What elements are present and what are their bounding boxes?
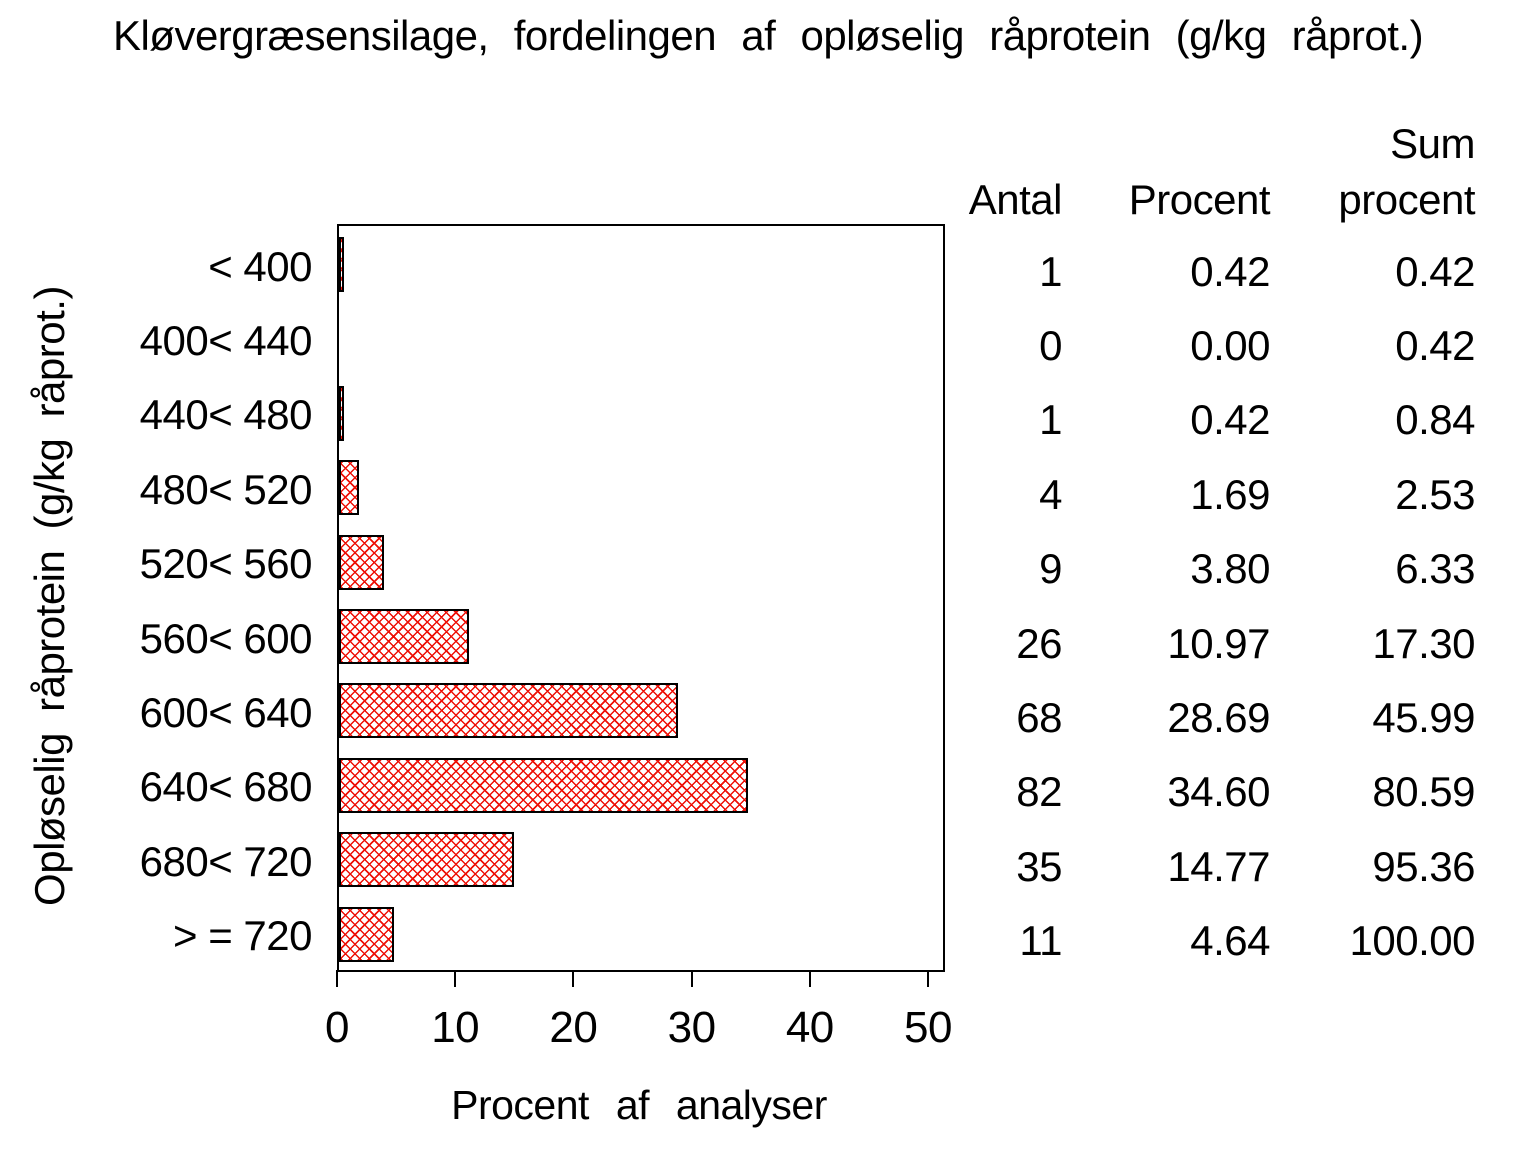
table-cell-row8-col0: 35 (1016, 842, 1062, 890)
table-cell-row1-col0: 0 (1039, 321, 1062, 369)
bar-9 (339, 906, 394, 962)
table-cell-row1-col1: 0.00 (1190, 321, 1270, 369)
category-label-9: > = 720 (173, 912, 312, 960)
bar-6 (339, 683, 678, 739)
table-cell-row6-col1: 28.69 (1167, 693, 1270, 741)
x-tick-label-50: 50 (904, 1003, 952, 1052)
category-label-0: < 400 (208, 242, 312, 290)
category-label-1: 400< 440 (139, 316, 313, 364)
table-header-line: Procent (1128, 176, 1271, 223)
table-cell-row9-col2: 100.00 (1349, 917, 1476, 965)
x-tick-label-40: 40 (785, 1003, 834, 1052)
x-tick-20 (572, 970, 575, 987)
table-cell-row6-col2: 45.99 (1372, 693, 1475, 741)
bar-4 (339, 534, 384, 590)
bar-7 (339, 757, 748, 813)
table-cell-row2-col1: 0.42 (1190, 396, 1270, 444)
x-tick-10 (454, 970, 457, 987)
category-label-2: 440< 480 (139, 391, 313, 439)
table-cell-row0-col1: 0.42 (1190, 247, 1270, 295)
category-label-3: 480< 520 (139, 465, 313, 513)
table-cell-row0-col2: 0.42 (1395, 247, 1475, 295)
table-header-line: Sum (1390, 120, 1475, 167)
table-cell-row1-col2: 0.42 (1395, 321, 1475, 369)
x-tick-label-10: 10 (431, 1003, 480, 1052)
table-header-col2: Sum procent (1338, 116, 1475, 228)
x-tick-30 (690, 970, 693, 987)
x-tick-label-0: 0 (325, 1003, 349, 1052)
x-tick-label-20: 20 (549, 1003, 598, 1052)
table-cell-row4-col2: 6.33 (1395, 545, 1475, 593)
category-label-8: 680< 720 (139, 837, 313, 885)
table-cell-row5-col2: 17.30 (1372, 619, 1475, 667)
bar-3 (339, 460, 359, 516)
table-cell-row3-col2: 2.53 (1395, 470, 1475, 518)
x-tick-0 (336, 970, 338, 987)
table-header-line: Antal (968, 176, 1063, 223)
table-cell-row3-col0: 4 (1039, 470, 1062, 518)
chart-title: Kløvergræsensilage, fordelingen af opløs… (112, 12, 1424, 59)
x-tick-label-30: 30 (667, 1003, 716, 1052)
x-tick-50 (927, 970, 929, 987)
table-cell-row7-col0: 82 (1016, 768, 1062, 816)
table-header-col0: Antal (968, 172, 1063, 228)
category-label-7: 640< 680 (139, 763, 313, 811)
table-cell-row2-col0: 1 (1039, 396, 1062, 444)
category-label-6: 600< 640 (139, 688, 313, 736)
table-cell-row5-col1: 10.97 (1167, 619, 1270, 667)
table-cell-row6-col0: 68 (1016, 693, 1062, 741)
table-cell-row7-col1: 34.60 (1167, 768, 1270, 816)
table-cell-row8-col2: 95.36 (1372, 842, 1475, 890)
table-cell-row7-col2: 80.59 (1372, 768, 1475, 816)
table-cell-row0-col0: 1 (1039, 247, 1062, 295)
table-cell-row2-col2: 0.84 (1395, 396, 1475, 444)
category-label-5: 560< 600 (139, 614, 313, 662)
bar-5 (339, 609, 469, 664)
table-header-line: procent (1338, 176, 1475, 223)
table-cell-row5-col0: 26 (1016, 619, 1062, 667)
table-cell-row3-col1: 1.69 (1190, 470, 1270, 518)
x-axis-label: Procent af analyser (451, 1082, 827, 1128)
bar-0 (339, 237, 344, 292)
bar-2 (339, 385, 344, 441)
table-header-col1: Procent (1128, 172, 1271, 228)
table-cell-row4-col0: 9 (1039, 545, 1062, 593)
y-axis-label-text: Opløselig råprotein (g/kg råprot.) (26, 286, 74, 906)
table-cell-row9-col0: 11 (1019, 917, 1062, 965)
plot-area (337, 224, 945, 972)
bar-8 (339, 832, 514, 888)
table-cell-row4-col1: 3.80 (1190, 545, 1270, 593)
x-tick-40 (808, 970, 811, 987)
category-label-4: 520< 560 (139, 540, 313, 588)
table-cell-row8-col1: 14.77 (1167, 842, 1270, 890)
table-cell-row9-col1: 4.64 (1190, 917, 1270, 965)
